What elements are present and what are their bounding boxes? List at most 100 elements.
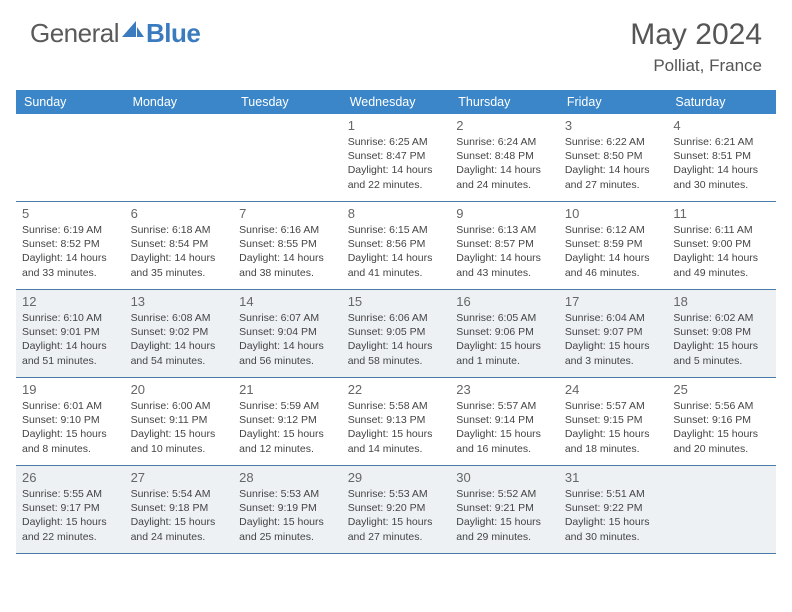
daylight-text: Daylight: 14 hours and 46 minutes. [565, 251, 662, 279]
day-number: 2 [456, 118, 553, 133]
sunset-text: Sunset: 8:50 PM [565, 149, 662, 163]
calendar-cell: 19 Sunrise: 6:01 AMSunset: 9:10 PMDayligh… [16, 378, 125, 466]
sunset-text: Sunset: 9:16 PM [673, 413, 770, 427]
sunrise-text: Sunrise: 5:51 AM [565, 487, 662, 501]
sunrise-text: Sunrise: 5:55 AM [22, 487, 119, 501]
day-info: Sunrise: 6:07 AMSunset: 9:04 PMDaylight:… [239, 311, 336, 368]
sunrise-text: Sunrise: 5:53 AM [348, 487, 445, 501]
sunset-text: Sunset: 8:55 PM [239, 237, 336, 251]
daylight-text: Daylight: 15 hours and 18 minutes. [565, 427, 662, 455]
calendar-cell: 15Sunrise: 6:06 AMSunset: 9:05 PMDayligh… [342, 290, 451, 378]
calendar-cell: 18Sunrise: 6:02 AMSunset: 9:08 PMDayligh… [667, 290, 776, 378]
calendar-grid: 1Sunrise: 6:25 AMSunset: 8:47 PMDaylight… [16, 114, 776, 554]
calendar-cell: 24Sunrise: 5:57 AMSunset: 9:15 PMDayligh… [559, 378, 668, 466]
sunset-text: Sunset: 9:00 PM [673, 237, 770, 251]
daylight-text: Daylight: 15 hours and 16 minutes. [456, 427, 553, 455]
day-info: Sunrise: 5:51 AMSunset: 9:22 PMDaylight:… [565, 487, 662, 544]
sunrise-text: Sunrise: 5:59 AM [239, 399, 336, 413]
calendar-cell: 8Sunrise: 6:15 AMSunset: 8:56 PMDaylight… [342, 202, 451, 290]
day-info: Sunrise: 6:24 AMSunset: 8:48 PMDaylight:… [456, 135, 553, 192]
calendar-cell: 22Sunrise: 5:58 AMSunset: 9:13 PMDayligh… [342, 378, 451, 466]
weekday-header-row: Sunday Monday Tuesday Wednesday Thursday… [16, 90, 776, 114]
day-number: 1 [348, 118, 445, 133]
daylight-text: Daylight: 14 hours and 27 minutes. [565, 163, 662, 191]
daylight-text: Daylight: 14 hours and 33 minutes. [22, 251, 119, 279]
sunset-text: Sunset: 9:13 PM [348, 413, 445, 427]
day-number: 10 [565, 206, 662, 221]
day-number: 30 [456, 470, 553, 485]
calendar-cell [667, 466, 776, 554]
calendar-cell: 28Sunrise: 5:53 AMSunset: 9:19 PMDayligh… [233, 466, 342, 554]
day-number: 22 [348, 382, 445, 397]
day-info: Sunrise: 5:52 AMSunset: 9:21 PMDaylight:… [456, 487, 553, 544]
day-info: Sunrise: 6:05 AMSunset: 9:06 PMDaylight:… [456, 311, 553, 368]
sunrise-text: Sunrise: 5:52 AM [456, 487, 553, 501]
day-info: Sunrise: 6:18 AMSunset: 8:54 PMDaylight:… [131, 223, 228, 280]
daylight-text: Daylight: 14 hours and 41 minutes. [348, 251, 445, 279]
calendar-cell: 29Sunrise: 5:53 AMSunset: 9:20 PMDayligh… [342, 466, 451, 554]
daylight-text: Daylight: 14 hours and 58 minutes. [348, 339, 445, 367]
weekday-header: Tuesday [233, 90, 342, 114]
daylight-text: Daylight: 14 hours and 35 minutes. [131, 251, 228, 279]
sunrise-text: Sunrise: 6:02 AM [673, 311, 770, 325]
calendar-cell: 11 Sunrise: 6:11 AMSunset: 9:00 PMDayligh… [667, 202, 776, 290]
calendar-cell: 25 Sunrise: 5:56 AMSunset: 9:16 PMDayligh… [667, 378, 776, 466]
sunrise-text: Sunrise: 6:19 AM [22, 223, 119, 237]
day-info: Sunrise: 6:08 AMSunset: 9:02 PMDaylight:… [131, 311, 228, 368]
sunset-text: Sunset: 9:08 PM [673, 325, 770, 339]
sunrise-text: Sunrise: 6:00 AM [131, 399, 228, 413]
day-info: Sunrise: 6:12 AMSunset: 8:59 PMDaylight:… [565, 223, 662, 280]
daylight-text: Daylight: 15 hours and 1 minute. [456, 339, 553, 367]
daylight-text: Daylight: 15 hours and 30 minutes. [565, 515, 662, 543]
sunset-text: Sunset: 8:47 PM [348, 149, 445, 163]
day-info: Sunrise: 6:11 AMSunset: 9:00 PMDaylight:… [673, 223, 770, 280]
day-number: 31 [565, 470, 662, 485]
day-number: 27 [131, 470, 228, 485]
brand-part1: General [30, 18, 119, 49]
daylight-text: Daylight: 14 hours and 38 minutes. [239, 251, 336, 279]
daylight-text: Daylight: 15 hours and 10 minutes. [131, 427, 228, 455]
day-number: 17 [565, 294, 662, 309]
daylight-text: Daylight: 15 hours and 25 minutes. [239, 515, 336, 543]
sunset-text: Sunset: 9:05 PM [348, 325, 445, 339]
day-number: 5 [22, 206, 119, 221]
weekday-header: Thursday [450, 90, 559, 114]
sunset-text: Sunset: 8:52 PM [22, 237, 119, 251]
day-number: 11 [673, 206, 770, 221]
day-number: 19 [22, 382, 119, 397]
sunrise-text: Sunrise: 6:22 AM [565, 135, 662, 149]
day-number: 14 [239, 294, 336, 309]
calendar-cell [233, 114, 342, 202]
sunrise-text: Sunrise: 6:05 AM [456, 311, 553, 325]
day-info: Sunrise: 5:56 AMSunset: 9:16 PMDaylight:… [673, 399, 770, 456]
sunset-text: Sunset: 8:48 PM [456, 149, 553, 163]
day-number: 25 [673, 382, 770, 397]
calendar-cell: 3Sunrise: 6:22 AMSunset: 8:50 PMDaylight… [559, 114, 668, 202]
sunrise-text: Sunrise: 6:24 AM [456, 135, 553, 149]
daylight-text: Daylight: 14 hours and 22 minutes. [348, 163, 445, 191]
daylight-text: Daylight: 15 hours and 22 minutes. [22, 515, 119, 543]
day-number: 23 [456, 382, 553, 397]
calendar-cell: 6Sunrise: 6:18 AMSunset: 8:54 PMDaylight… [125, 202, 234, 290]
sunrise-text: Sunrise: 6:07 AM [239, 311, 336, 325]
daylight-text: Daylight: 14 hours and 24 minutes. [456, 163, 553, 191]
day-number: 21 [239, 382, 336, 397]
calendar-cell: 1Sunrise: 6:25 AMSunset: 8:47 PMDaylight… [342, 114, 451, 202]
sunrise-text: Sunrise: 5:58 AM [348, 399, 445, 413]
calendar-cell: 16Sunrise: 6:05 AMSunset: 9:06 PMDayligh… [450, 290, 559, 378]
brand-sail-icon [122, 21, 144, 39]
sunrise-text: Sunrise: 6:01 AM [22, 399, 119, 413]
title-block: May 2024 Polliat, France [630, 18, 762, 76]
day-number: 28 [239, 470, 336, 485]
sunset-text: Sunset: 9:14 PM [456, 413, 553, 427]
daylight-text: Daylight: 15 hours and 12 minutes. [239, 427, 336, 455]
sunset-text: Sunset: 9:02 PM [131, 325, 228, 339]
calendar-cell: 26Sunrise: 5:55 AMSunset: 9:17 PMDayligh… [16, 466, 125, 554]
daylight-text: Daylight: 15 hours and 8 minutes. [22, 427, 119, 455]
day-info: Sunrise: 6:02 AMSunset: 9:08 PMDaylight:… [673, 311, 770, 368]
weekday-header: Wednesday [342, 90, 451, 114]
sunset-text: Sunset: 9:12 PM [239, 413, 336, 427]
sunset-text: Sunset: 9:10 PM [22, 413, 119, 427]
sunrise-text: Sunrise: 5:57 AM [456, 399, 553, 413]
sunset-text: Sunset: 8:54 PM [131, 237, 228, 251]
